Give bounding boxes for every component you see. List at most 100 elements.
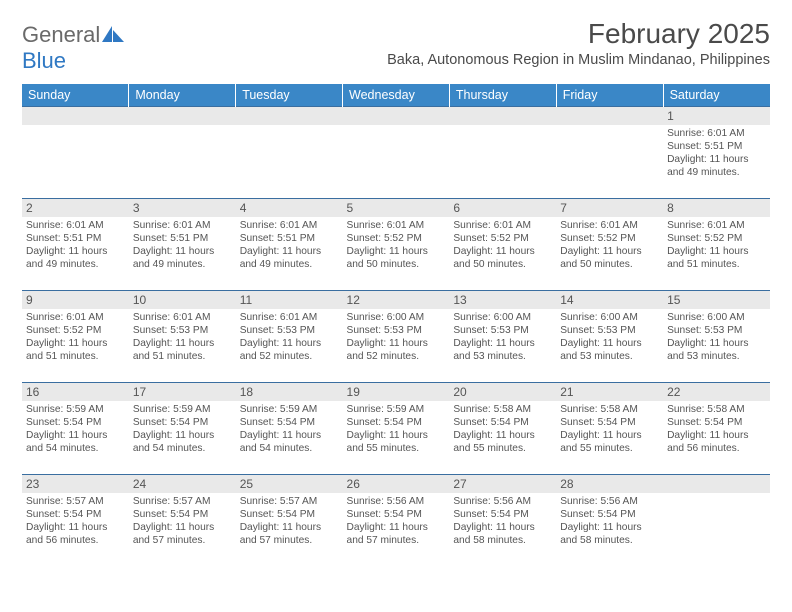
calendar-week-row: 16Sunrise: 5:59 AMSunset: 5:54 PMDayligh… — [22, 383, 770, 475]
day-details: Sunrise: 6:00 AMSunset: 5:53 PMDaylight:… — [556, 309, 663, 367]
daylight-line: Daylight: 11 hours and 52 minutes. — [240, 337, 339, 363]
daylight-line: Daylight: 11 hours and 56 minutes. — [26, 521, 125, 547]
calendar-day-cell: 8Sunrise: 6:01 AMSunset: 5:52 PMDaylight… — [663, 199, 770, 291]
daylight-label: Daylight: — [560, 246, 600, 257]
day-details: Sunrise: 5:59 AMSunset: 5:54 PMDaylight:… — [343, 401, 450, 459]
sunrise-label: Sunrise: — [667, 404, 704, 415]
sunrise-line: Sunrise: 6:00 AM — [560, 311, 659, 324]
sunset-line: Sunset: 5:51 PM — [667, 140, 766, 153]
daylight-line: Daylight: 11 hours and 53 minutes. — [560, 337, 659, 363]
sunrise-value: 6:01 AM — [494, 220, 531, 231]
sunrise-label: Sunrise: — [133, 496, 170, 507]
sunset-label: Sunset: — [347, 233, 382, 244]
daylight-label: Daylight: — [453, 522, 493, 533]
day-number: 23 — [22, 475, 129, 493]
calendar-week-row: 9Sunrise: 6:01 AMSunset: 5:52 PMDaylight… — [22, 291, 770, 383]
day-number: 13 — [449, 291, 556, 309]
daylight-label: Daylight: — [133, 430, 173, 441]
sunset-label: Sunset: — [667, 417, 702, 428]
sunset-line: Sunset: 5:54 PM — [133, 416, 232, 429]
calendar-day-cell: 12Sunrise: 6:00 AMSunset: 5:53 PMDayligh… — [343, 291, 450, 383]
sunset-label: Sunset: — [133, 325, 168, 336]
daylight-line: Daylight: 11 hours and 51 minutes. — [667, 245, 766, 271]
sunrise-line: Sunrise: 6:00 AM — [667, 311, 766, 324]
day-number: 3 — [129, 199, 236, 217]
sunrise-value: 6:01 AM — [173, 312, 210, 323]
sunrise-line: Sunrise: 5:57 AM — [26, 495, 125, 508]
day-number — [129, 107, 236, 125]
sunrise-line: Sunrise: 6:01 AM — [667, 127, 766, 140]
sunrise-line: Sunrise: 6:01 AM — [240, 311, 339, 324]
daylight-line: Daylight: 11 hours and 56 minutes. — [667, 429, 766, 455]
day-number: 14 — [556, 291, 663, 309]
daylight-line: Daylight: 11 hours and 54 minutes. — [26, 429, 125, 455]
sunset-value: 5:52 PM — [704, 233, 742, 244]
day-details: Sunrise: 5:56 AMSunset: 5:54 PMDaylight:… — [556, 493, 663, 551]
sunrise-label: Sunrise: — [453, 404, 490, 415]
sunrise-value: 6:01 AM — [66, 220, 103, 231]
sunset-value: 5:54 PM — [384, 417, 422, 428]
sunrise-line: Sunrise: 6:01 AM — [560, 219, 659, 232]
daylight-line: Daylight: 11 hours and 49 minutes. — [667, 153, 766, 179]
daylight-label: Daylight: — [667, 430, 707, 441]
sunset-value: 5:54 PM — [491, 509, 529, 520]
sunset-label: Sunset: — [26, 509, 61, 520]
sunrise-line: Sunrise: 6:00 AM — [347, 311, 446, 324]
sunset-value: 5:54 PM — [704, 417, 742, 428]
day-number: 1 — [663, 107, 770, 125]
sunset-label: Sunset: — [453, 233, 488, 244]
sunrise-value: 6:01 AM — [173, 220, 210, 231]
sunrise-value: 6:01 AM — [600, 220, 637, 231]
calendar-day-cell — [22, 107, 129, 199]
sunrise-label: Sunrise: — [453, 312, 490, 323]
sunset-value: 5:52 PM — [598, 233, 636, 244]
sunset-value: 5:53 PM — [704, 325, 742, 336]
sunset-label: Sunset: — [453, 325, 488, 336]
sunset-label: Sunset: — [667, 233, 702, 244]
sunset-label: Sunset: — [26, 325, 61, 336]
sunrise-value: 5:56 AM — [600, 496, 637, 507]
sunrise-value: 6:01 AM — [280, 220, 317, 231]
day-number: 22 — [663, 383, 770, 401]
daylight-label: Daylight: — [133, 338, 173, 349]
sunset-value: 5:54 PM — [170, 417, 208, 428]
sunrise-line: Sunrise: 6:01 AM — [133, 311, 232, 324]
sunset-label: Sunset: — [453, 417, 488, 428]
sunset-value: 5:54 PM — [598, 509, 636, 520]
sunrise-label: Sunrise: — [453, 220, 490, 231]
sunset-line: Sunset: 5:54 PM — [667, 416, 766, 429]
brand-sail-icon — [102, 26, 124, 47]
sunrise-value: 6:01 AM — [707, 220, 744, 231]
sunrise-value: 6:00 AM — [494, 312, 531, 323]
sunrise-value: 6:01 AM — [707, 128, 744, 139]
calendar-table: SundayMondayTuesdayWednesdayThursdayFrid… — [22, 84, 770, 567]
daylight-label: Daylight: — [26, 522, 66, 533]
sunset-label: Sunset: — [347, 325, 382, 336]
calendar-day-cell: 20Sunrise: 5:58 AMSunset: 5:54 PMDayligh… — [449, 383, 556, 475]
daylight-label: Daylight: — [240, 522, 280, 533]
calendar-day-cell: 17Sunrise: 5:59 AMSunset: 5:54 PMDayligh… — [129, 383, 236, 475]
calendar-weekday-header: SundayMondayTuesdayWednesdayThursdayFrid… — [22, 84, 770, 107]
daylight-line: Daylight: 11 hours and 49 minutes. — [240, 245, 339, 271]
sunset-value: 5:51 PM — [170, 233, 208, 244]
day-details: Sunrise: 5:58 AMSunset: 5:54 PMDaylight:… — [449, 401, 556, 459]
calendar-day-cell — [556, 107, 663, 199]
daylight-line: Daylight: 11 hours and 52 minutes. — [347, 337, 446, 363]
daylight-line: Daylight: 11 hours and 49 minutes. — [133, 245, 232, 271]
sunset-value: 5:54 PM — [598, 417, 636, 428]
weekday-header: Sunday — [22, 84, 129, 107]
sunset-label: Sunset: — [26, 233, 61, 244]
day-number: 28 — [556, 475, 663, 493]
calendar-day-cell: 16Sunrise: 5:59 AMSunset: 5:54 PMDayligh… — [22, 383, 129, 475]
sunset-line: Sunset: 5:53 PM — [667, 324, 766, 337]
daylight-label: Daylight: — [133, 246, 173, 257]
sunrise-label: Sunrise: — [26, 496, 63, 507]
sunrise-label: Sunrise: — [240, 404, 277, 415]
sunrise-line: Sunrise: 6:01 AM — [26, 219, 125, 232]
daylight-label: Daylight: — [347, 522, 387, 533]
day-number — [236, 107, 343, 125]
daylight-label: Daylight: — [667, 338, 707, 349]
day-number: 20 — [449, 383, 556, 401]
sunset-label: Sunset: — [240, 325, 275, 336]
daylight-label: Daylight: — [26, 338, 66, 349]
